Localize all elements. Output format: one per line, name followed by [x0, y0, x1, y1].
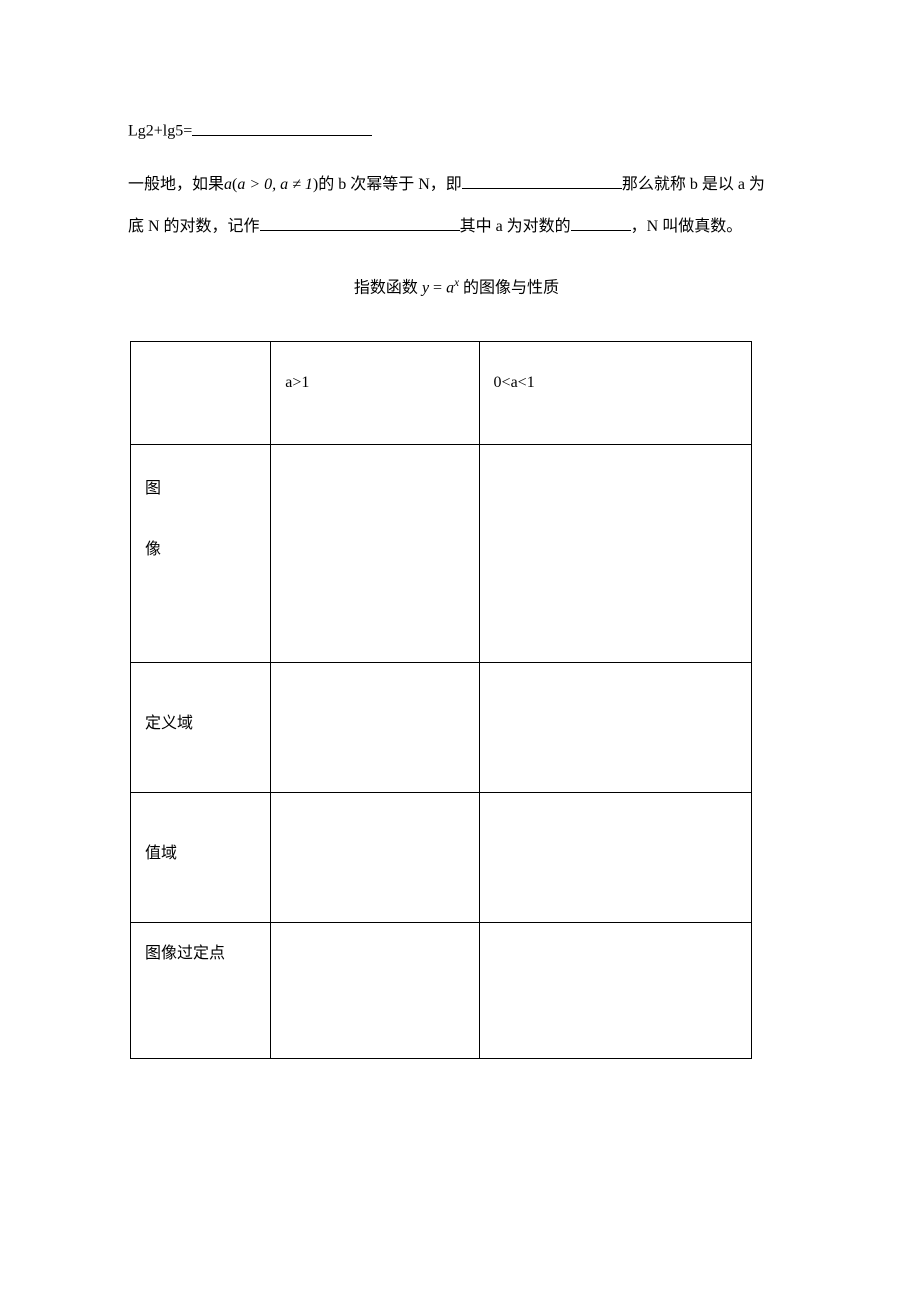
- math-a: a: [224, 176, 232, 193]
- caption-post: 的图像与性质: [459, 280, 559, 297]
- blank-fill-4: [571, 213, 631, 231]
- cell-graph-a-gt-1: [271, 444, 479, 662]
- para-t5: 其中 a 为对数的: [460, 218, 571, 235]
- para-t2: 的 b 次幂等于 N，即: [318, 176, 462, 193]
- row-label-fixed-point: 图像过定点: [131, 922, 271, 1058]
- cell-graph-a-lt-1: [479, 444, 751, 662]
- blank-fill-2: [462, 172, 622, 190]
- cell-domain-a-lt-1: [479, 662, 751, 792]
- math-cond: a > 0, a ≠ 1: [237, 176, 313, 193]
- row-label-graph: 图 像: [131, 444, 271, 662]
- table-row-fixed-point: 图像过定点: [131, 922, 752, 1058]
- table-caption: 指数函数 y = ax 的图像与性质: [128, 275, 785, 301]
- cell-domain-a-gt-1: [271, 662, 479, 792]
- table-row-graph: 图 像: [131, 444, 752, 662]
- table-row-domain: 定义域: [131, 662, 752, 792]
- cell-range-a-lt-1: [479, 792, 751, 922]
- properties-table: a>1 0<a<1 图 像 定义域 值域 图像过定点: [130, 341, 752, 1059]
- caption-eq: =: [429, 280, 446, 297]
- eq-prefix: Lg2+lg5=: [128, 123, 192, 140]
- caption-y: y: [422, 280, 429, 297]
- cell-fixed-a-gt-1: [271, 922, 479, 1058]
- row-label-range: 值域: [131, 792, 271, 922]
- graph-label-l2: 像: [145, 541, 161, 558]
- equation-line: Lg2+lg5=: [128, 118, 785, 144]
- para-t4: 底 N 的对数，记作: [128, 218, 260, 235]
- header-cell-empty: [131, 342, 271, 445]
- cell-range-a-gt-1: [271, 792, 479, 922]
- cell-fixed-a-lt-1: [479, 922, 751, 1058]
- graph-label-l1: 图: [145, 480, 161, 497]
- blank-fill-3: [260, 213, 460, 231]
- table-header-row: a>1 0<a<1: [131, 342, 752, 445]
- caption-pre: 指数函数: [354, 280, 422, 297]
- header-cell-a-gt-1: a>1: [271, 342, 479, 445]
- para-t3: 那么就称 b 是以 a 为: [622, 176, 765, 193]
- header-cell-a-lt-1: 0<a<1: [479, 342, 751, 445]
- table-row-range: 值域: [131, 792, 752, 922]
- caption-a: a: [446, 280, 454, 297]
- definition-paragraph: 一般地，如果a(a > 0, a ≠ 1)的 b 次幂等于 N，即那么就称 b …: [128, 164, 785, 247]
- para-t1: 一般地，如果: [128, 176, 224, 193]
- para-t6: ，N 叫做真数。: [631, 218, 743, 235]
- row-label-domain: 定义域: [131, 662, 271, 792]
- blank-fill-1: [192, 118, 372, 136]
